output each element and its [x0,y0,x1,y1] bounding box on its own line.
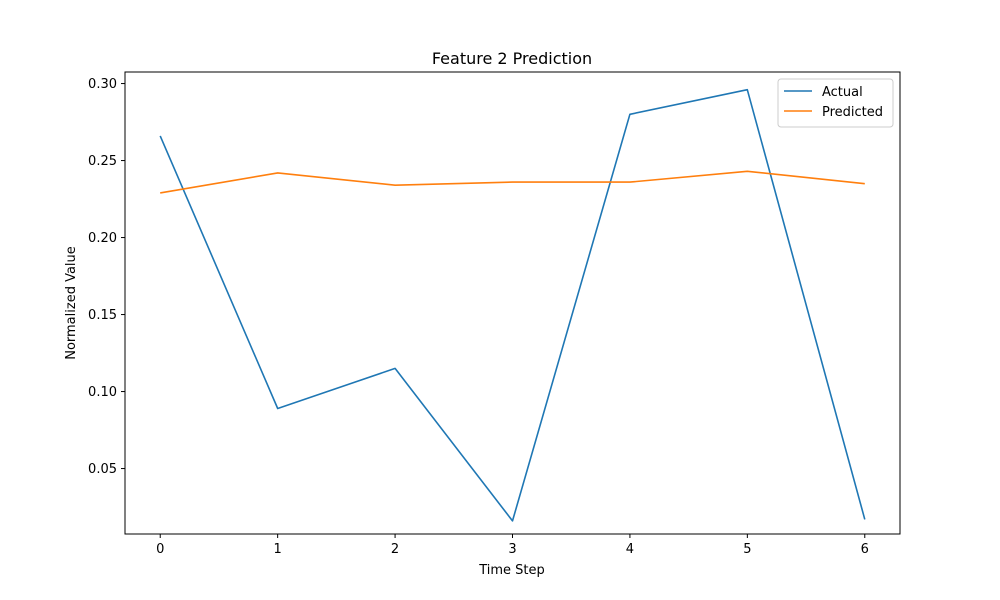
data-point-predicted [277,172,279,174]
y-tick-label: 0.30 [88,77,117,92]
data-point-actual [864,519,866,521]
x-tick-label: 4 [626,542,634,557]
y-tick-label: 0.10 [88,385,117,400]
data-point-actual [394,368,396,370]
x-axis: 0 1 2 3 4 5 6 [156,534,869,557]
y-tick-label: 0.25 [88,154,117,169]
x-tick-label: 3 [508,542,516,557]
x-tick-label: 2 [391,542,399,557]
data-point-actual [277,408,279,410]
data-point-predicted [629,181,631,183]
y-axis: 0.05 0.10 0.15 0.20 0.25 0.30 [88,77,125,477]
series-line-predicted [160,170,865,194]
legend: Actual Predicted [777,78,894,128]
x-tick-label: 6 [861,542,869,557]
data-point-predicted [512,181,514,183]
legend-label-actual: Actual [822,85,863,100]
data-point-predicted [747,171,749,173]
data-point-actual [512,520,514,522]
x-tick-label: 0 [156,542,164,557]
series-line-actual [159,88,866,522]
x-tick-label: 1 [274,542,282,557]
x-axis-label: Time Step [478,563,545,578]
data-point-actual [747,89,749,91]
chart-title: Feature 2 Prediction [432,49,592,68]
series-layer [159,88,866,522]
y-tick-label: 0.15 [88,308,117,323]
data-point-actual [629,114,631,116]
x-tick-label: 5 [743,542,751,557]
y-tick-label: 0.20 [88,231,117,246]
y-axis-label: Normalized Value [64,246,79,360]
data-point-predicted [159,192,161,194]
data-point-predicted [864,183,866,185]
data-point-actual [159,135,161,137]
data-point-predicted [394,184,396,186]
legend-label-predicted: Predicted [822,105,883,120]
y-tick-label: 0.05 [88,462,117,477]
